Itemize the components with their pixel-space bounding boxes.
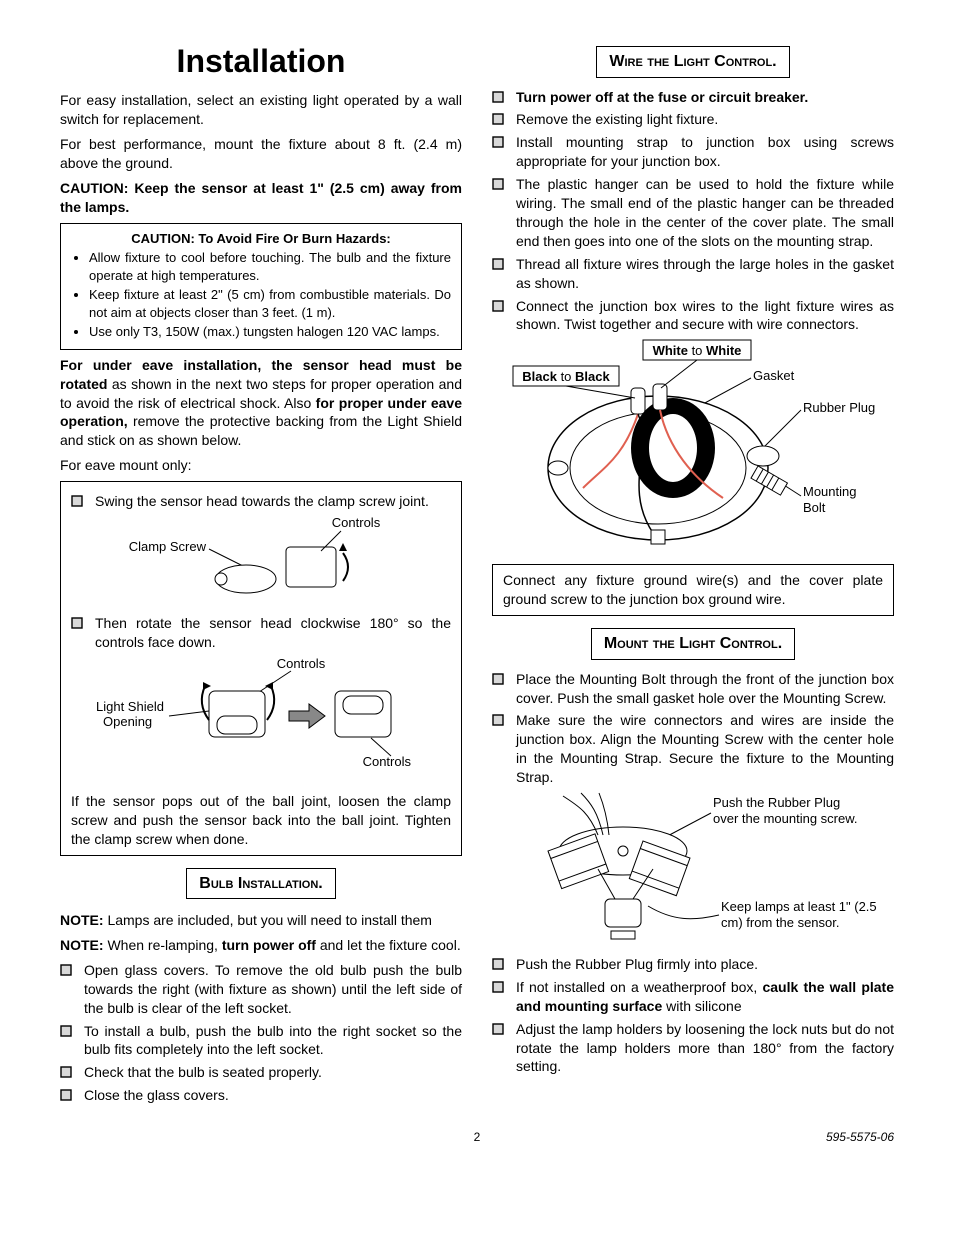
bulb-install-header: Bulb Installation. bbox=[186, 868, 335, 900]
wire-header: Wire the Light Control. bbox=[596, 46, 789, 78]
ground-note-box: Connect any fixture ground wire(s) and t… bbox=[492, 564, 894, 616]
checkbox-icon bbox=[492, 178, 506, 190]
wire-step: Thread all fixture wires through the lar… bbox=[492, 255, 894, 293]
checkbox-icon bbox=[492, 958, 506, 970]
checkbox-icon bbox=[492, 673, 506, 685]
label-shield-1: Light Shield bbox=[96, 699, 164, 714]
checkbox-icon bbox=[60, 1066, 74, 1078]
page-number: 2 bbox=[338, 1129, 616, 1145]
mount-step: If not installed on a weatherproof box, … bbox=[492, 978, 894, 1016]
caution-item: Keep fixture at least 2" (5 cm) from com… bbox=[89, 286, 451, 321]
bulb-step: Check that the bulb is seated properly. bbox=[60, 1063, 462, 1082]
svg-text:Black to Black: Black to Black bbox=[522, 369, 610, 384]
step-rotate-sensor: Then rotate the sensor head clockwise 18… bbox=[71, 614, 451, 652]
bulb-note-1: NOTE: Lamps are included, but you will n… bbox=[60, 911, 462, 930]
checkbox-icon bbox=[71, 495, 85, 507]
bulb-step: Open glass covers. To remove the old bul… bbox=[60, 961, 462, 1018]
label-push-plug-2: over the mounting screw. bbox=[713, 811, 858, 826]
label-controls-b: Controls bbox=[363, 754, 412, 769]
eave-note: If the sensor pops out of the ball joint… bbox=[71, 792, 451, 849]
eave-steps-box: Swing the sensor head towards the clamp … bbox=[60, 481, 462, 855]
checkbox-icon bbox=[492, 91, 506, 103]
label-controls-a: Controls bbox=[277, 656, 326, 671]
mount-step: Push the Rubber Plug firmly into place. bbox=[492, 955, 894, 974]
checkbox-icon bbox=[492, 113, 506, 125]
checkbox-icon bbox=[492, 714, 506, 726]
bulb-step: Close the glass covers. bbox=[60, 1086, 462, 1105]
wire-step: The plastic hanger can be used to hold t… bbox=[492, 175, 894, 251]
checkbox-icon bbox=[60, 964, 74, 976]
checkbox-icon bbox=[492, 300, 506, 312]
label-plug: Rubber Plug bbox=[803, 400, 875, 415]
right-column: Wire the Light Control. Turn power off a… bbox=[492, 40, 894, 1109]
checkbox-icon bbox=[492, 258, 506, 270]
wire-step: Turn power off at the fuse or circuit br… bbox=[492, 88, 894, 107]
mount-step: Place the Mounting Bolt through the fron… bbox=[492, 670, 894, 708]
label-gasket: Gasket bbox=[753, 368, 795, 383]
label-shield-2: Opening bbox=[103, 714, 152, 729]
label-push-plug-1: Push the Rubber Plug bbox=[713, 795, 840, 810]
mount-step: Make sure the wire connectors and wires … bbox=[492, 711, 894, 787]
checkbox-icon bbox=[60, 1025, 74, 1037]
diagram-sensor-rotate: Controls Light Shield Opening bbox=[71, 656, 451, 786]
label-bolt-1: Mounting bbox=[803, 484, 856, 499]
eave-only: For eave mount only: bbox=[60, 456, 462, 475]
bulb-note-2: NOTE: When re-lamping, turn power off an… bbox=[60, 936, 462, 955]
checkbox-icon bbox=[492, 136, 506, 148]
checkbox-icon bbox=[60, 1089, 74, 1101]
checkbox-icon bbox=[71, 617, 85, 629]
checkbox-icon bbox=[492, 981, 506, 993]
label-controls: Controls bbox=[332, 515, 381, 530]
wire-step: Remove the existing light fixture. bbox=[492, 110, 894, 129]
intro-2: For best performance, mount the fixture … bbox=[60, 135, 462, 173]
diagram-mounted-fixture: Push the Rubber Plug over the mounting s… bbox=[492, 791, 894, 951]
eave-paragraph: For under eave installation, the sensor … bbox=[60, 356, 462, 450]
label-keep-2: cm) from the sensor. bbox=[721, 915, 839, 930]
diagram-wiring: Black to Black White to White Gasket Rub… bbox=[492, 338, 894, 558]
caution-box-title: CAUTION: To Avoid Fire Or Burn Hazards: bbox=[131, 231, 391, 246]
mount-step: Adjust the lamp holders by loosening the… bbox=[492, 1020, 894, 1077]
svg-text:White to White: White to White bbox=[653, 343, 742, 358]
caution-inline: CAUTION: Keep the sensor at least 1" (2.… bbox=[60, 179, 462, 217]
wire-step: Connect the junction box wires to the li… bbox=[492, 297, 894, 335]
ground-note: Connect any fixture ground wire(s) and t… bbox=[503, 571, 883, 609]
mount-header: Mount the Light Control. bbox=[591, 628, 795, 660]
caution-item: Allow fixture to cool before touching. T… bbox=[89, 249, 451, 284]
bulb-step: To install a bulb, push the bulb into th… bbox=[60, 1022, 462, 1060]
label-keep-1: Keep lamps at least 1" (2.5 bbox=[721, 899, 877, 914]
left-column: Installation For easy installation, sele… bbox=[60, 40, 462, 1109]
caution-box: CAUTION: To Avoid Fire Or Burn Hazards: … bbox=[60, 223, 462, 350]
page-columns: Installation For easy installation, sele… bbox=[60, 40, 894, 1109]
page-footer: 2 595-5575-06 bbox=[60, 1129, 894, 1145]
label-clamp: Clamp Screw bbox=[129, 539, 207, 554]
label-bolt-2: Bolt bbox=[803, 500, 826, 515]
intro-1: For easy installation, select an existin… bbox=[60, 91, 462, 129]
caution-item: Use only T3, 150W (max.) tungsten haloge… bbox=[89, 323, 451, 341]
page-title: Installation bbox=[60, 40, 462, 83]
step-swing-sensor: Swing the sensor head towards the clamp … bbox=[71, 492, 451, 511]
wire-step: Install mounting strap to junction box u… bbox=[492, 133, 894, 171]
checkbox-icon bbox=[492, 1023, 506, 1035]
doc-number: 595-5575-06 bbox=[616, 1129, 894, 1145]
diagram-sensor-swing: Controls Clamp Screw bbox=[71, 515, 451, 610]
